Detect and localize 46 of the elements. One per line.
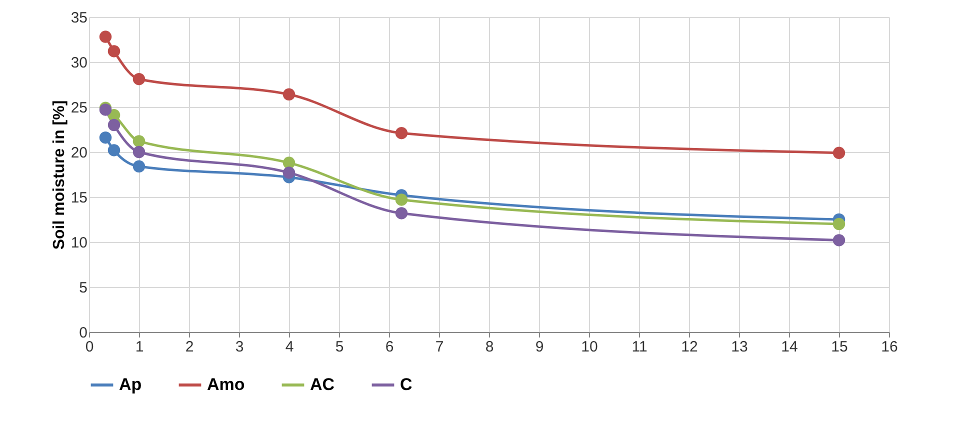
- legend-label: Ap: [119, 375, 142, 394]
- point: [132, 135, 146, 148]
- x-tick-label: 6: [385, 338, 394, 356]
- x-tick-label: 15: [831, 338, 848, 356]
- point: [832, 146, 846, 160]
- point: [832, 218, 846, 230]
- x-tick-label: 16: [881, 338, 898, 356]
- y-axis-title: Soil moisture in [%]: [50, 100, 68, 250]
- point: [108, 118, 120, 132]
- y-tick-label: 35: [70, 10, 88, 26]
- x-tick-label: 2: [185, 338, 194, 356]
- point: [108, 45, 120, 58]
- x-tick-label: 1: [135, 338, 144, 356]
- y-tick-label: 0: [79, 324, 88, 342]
- point: [99, 30, 112, 43]
- y-tick-label: 30: [70, 54, 88, 72]
- y-tick-label: 25: [70, 100, 88, 116]
- x-tick-label: 8: [485, 338, 494, 356]
- y-tick-label: 20: [70, 144, 88, 162]
- x-tick-label: 14: [781, 338, 798, 356]
- point: [282, 166, 296, 179]
- y-tick-label: 5: [79, 280, 88, 296]
- x-tick-label: 10: [581, 338, 598, 356]
- point: [282, 88, 296, 101]
- x-tick-label: 12: [681, 338, 698, 356]
- point: [108, 144, 120, 156]
- x-tick-label: 3: [235, 338, 244, 356]
- x-tick-label: 5: [335, 338, 344, 356]
- x-tick-label: 13: [731, 338, 748, 356]
- point: [395, 194, 408, 206]
- x-tick-label: 9: [535, 338, 544, 356]
- y-tick-label: 15: [70, 190, 88, 206]
- point: [132, 146, 146, 158]
- point: [99, 131, 112, 144]
- point: [395, 126, 408, 140]
- point: [132, 72, 146, 86]
- x-tick-label: 11: [632, 338, 648, 356]
- point: [395, 207, 408, 220]
- point: [832, 234, 846, 246]
- x-tick-label: 4: [285, 338, 294, 356]
- x-tick-label: 7: [435, 338, 444, 356]
- legend-label: Amo: [207, 375, 245, 394]
- y-tick-label: 10: [70, 234, 88, 252]
- legend-label: C: [400, 375, 412, 394]
- legend-label: AC: [310, 375, 335, 394]
- point: [132, 160, 146, 173]
